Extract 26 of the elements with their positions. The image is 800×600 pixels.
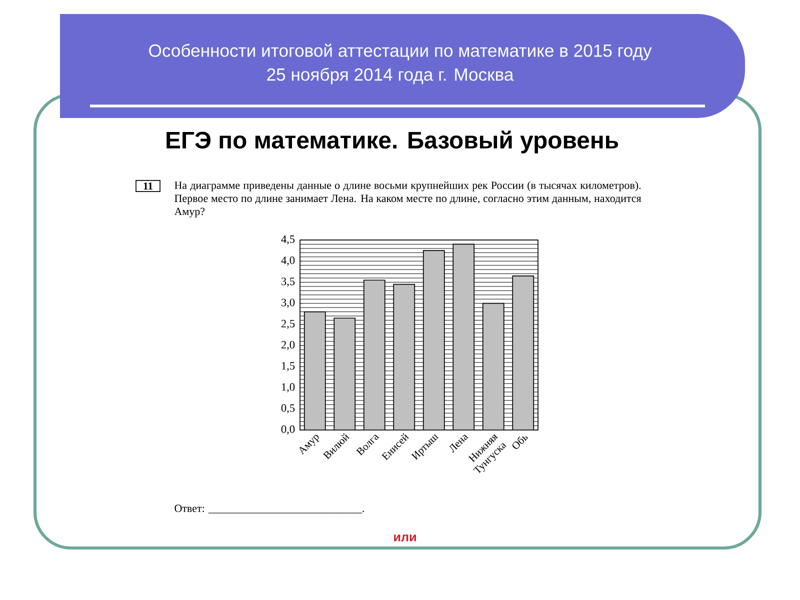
bar <box>453 244 474 430</box>
bar <box>482 303 504 430</box>
y-tick-label: 4,5 <box>281 235 295 245</box>
chart-subtitle: 25 ноября 2014 года г. Москва <box>267 68 514 84</box>
bar <box>512 275 534 430</box>
bar <box>423 250 444 430</box>
bar <box>304 312 326 430</box>
text: ЕГЭ по математике. Базовый уровень <box>166 130 618 154</box>
chart-title: Особенности итоговой аттестации по математике в 2015 году <box>149 44 652 60</box>
text: Ответ: ____________________________. <box>174 504 364 514</box>
y-tick-label: 2,0 <box>281 340 295 350</box>
y-tick-label: 1,0 <box>282 383 295 392</box>
bar <box>394 284 415 430</box>
x-tick-label: Обь <box>512 436 528 449</box>
y-tick-label: 2,5 <box>281 320 295 330</box>
y-tick-label: 3,5 <box>282 278 295 287</box>
y-tick-label: 4,0 <box>281 256 295 266</box>
y-tick-label: 1,5 <box>282 362 295 372</box>
bar <box>334 318 356 430</box>
text: или <box>394 534 416 542</box>
text: 11 <box>144 182 152 190</box>
y-tick-label: 0,0 <box>281 425 295 435</box>
bar <box>364 280 385 430</box>
y-tick-label: 3,0 <box>282 298 295 308</box>
text: На диаграмме приведены данные о длине восьми крупнейших рек России (в тысячах километров). Первое место по длине занимает Лена. На каком месте по длине, согласно этим данным, находится Амур? <box>174 181 642 218</box>
y-tick-label: 0,5 <box>281 404 295 414</box>
